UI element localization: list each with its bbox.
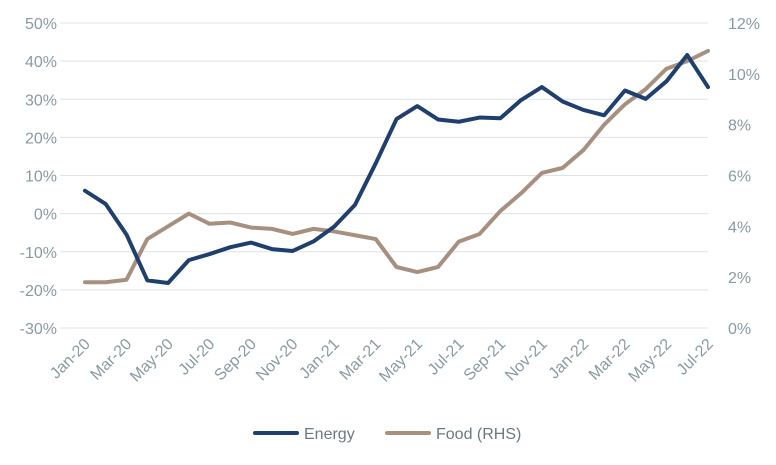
series-line-food	[83, 48, 710, 285]
series-lines	[83, 48, 710, 286]
left-tick-label: -30%	[20, 321, 57, 338]
left-tick-label: 20%	[25, 130, 57, 147]
x-tick-label: May-21	[376, 336, 426, 386]
x-axis: Jan-20Mar-20May-20Jul-20Sep-20Nov-20Jan-…	[47, 336, 717, 386]
x-tick-label: Jan-20	[47, 336, 94, 383]
right-tick-label: 10%	[728, 67, 760, 84]
right-tick-label: 2%	[728, 270, 751, 287]
right-tick-label: 8%	[728, 118, 751, 135]
x-tick-label: Mar-22	[586, 336, 634, 384]
x-tick-label: Nov-21	[502, 336, 551, 385]
legend-label-food: Food (RHS)	[436, 426, 521, 443]
left-tick-label: 30%	[25, 92, 57, 109]
left-tick-label: 50%	[25, 16, 57, 33]
x-tick-label: May-20	[127, 336, 177, 386]
gridlines	[60, 22, 708, 329]
left-tick-label: -10%	[20, 245, 57, 262]
x-tick-label: May-22	[626, 336, 676, 386]
left-y-axis: 50% 40% 30% 20% 10% 0% -10% -20% -30%	[20, 16, 57, 338]
legend-label-energy: Energy	[304, 426, 355, 443]
left-tick-label: 0%	[34, 207, 57, 224]
x-tick-label: Jul-22	[674, 336, 717, 379]
right-y-axis: 12% 10% 8% 6% 4% 2% 0%	[728, 16, 760, 338]
x-tick-label: Mar-20	[87, 336, 135, 384]
right-tick-label: 6%	[728, 169, 751, 186]
right-tick-label: 4%	[728, 219, 751, 236]
x-tick-label: Nov-20	[253, 336, 302, 385]
right-tick-label: 0%	[728, 321, 751, 338]
left-tick-label: 10%	[25, 169, 57, 186]
left-tick-label: 40%	[25, 54, 57, 71]
legend: Energy Food (RHS)	[253, 426, 521, 443]
x-tick-label: Sep-21	[461, 336, 510, 385]
left-tick-label: -20%	[20, 283, 57, 300]
x-tick-label: Jan-21	[296, 336, 343, 383]
x-tick-label: Mar-21	[337, 336, 385, 384]
right-tick-label: 12%	[728, 16, 760, 33]
x-tick-label: Sep-20	[211, 336, 260, 385]
x-tick-label: Jan-22	[546, 336, 593, 383]
series-line-energy	[83, 53, 710, 286]
